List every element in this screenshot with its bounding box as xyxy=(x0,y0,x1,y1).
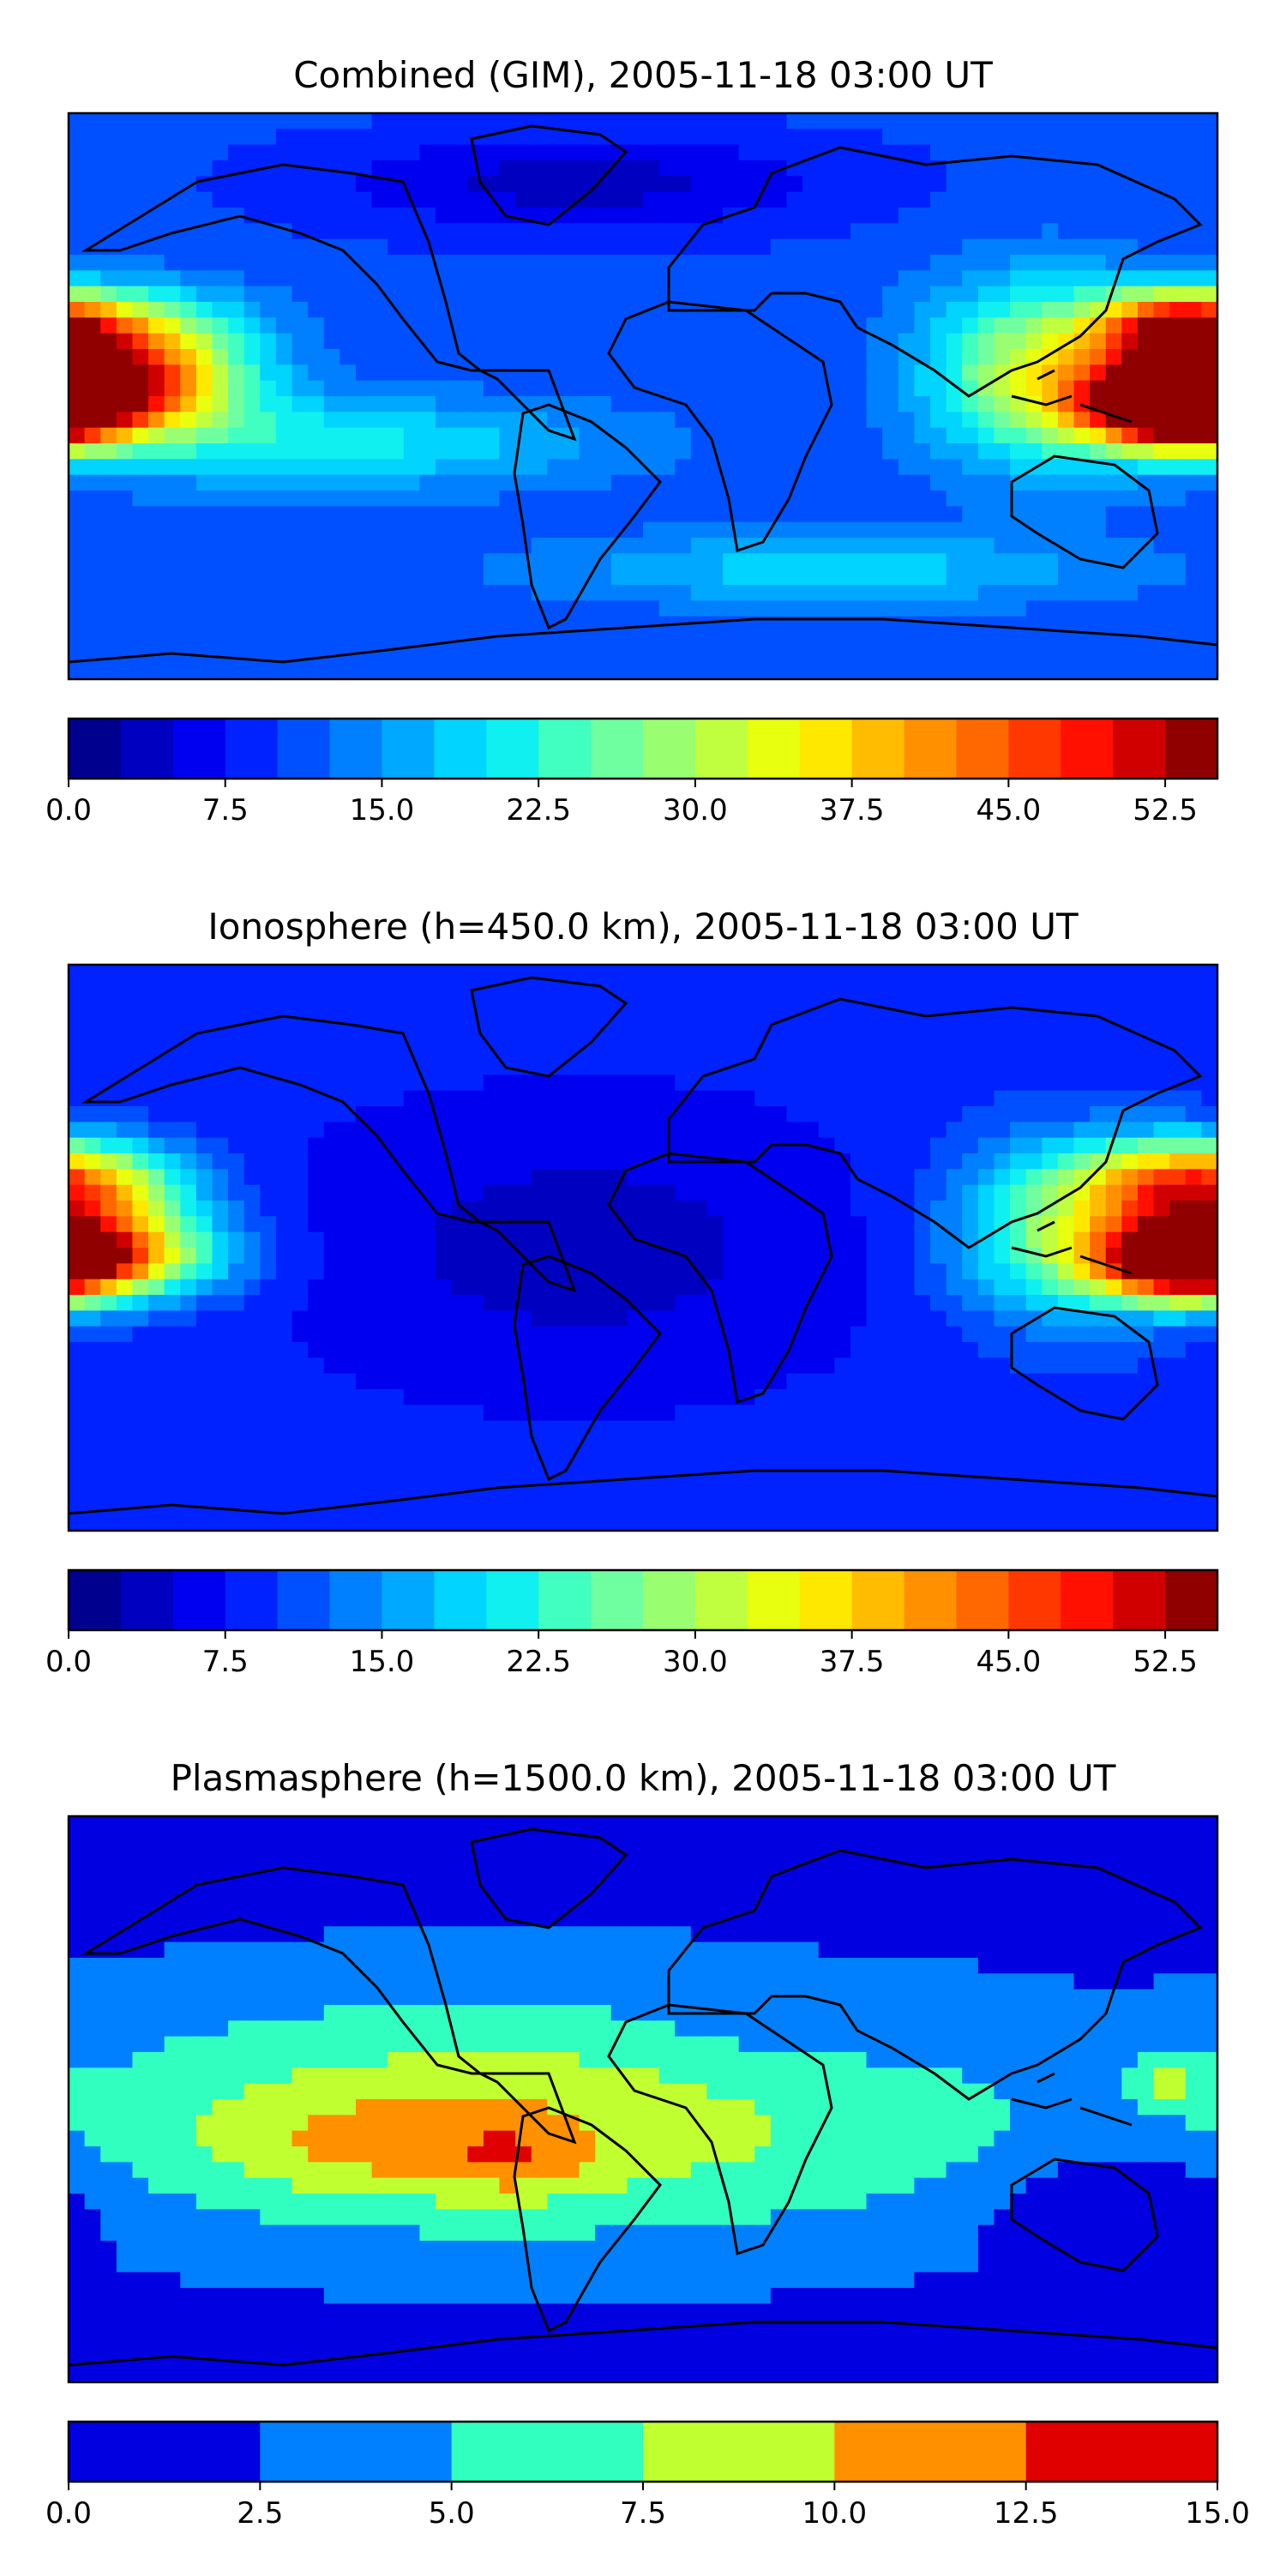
map-ionosphere xyxy=(69,965,1218,1532)
colorbar-combined: 0.0 7.5 15.0 22.5 30.0 37.5 45.0 52.5 xyxy=(45,719,1218,828)
colorbar-segment xyxy=(748,719,800,779)
colorbar-segment xyxy=(800,1570,852,1630)
colorbar-tick-label: 0.0 xyxy=(45,2496,92,2531)
colorbar-tick-label: 7.5 xyxy=(202,1645,249,1679)
colorbar-segment xyxy=(591,719,643,779)
colorbar-segment xyxy=(1061,1570,1113,1630)
colorbar-tick-label: 45.0 xyxy=(977,1645,1042,1679)
colorbar-tick-label: 0.0 xyxy=(45,1645,92,1679)
colorbar-segment xyxy=(1026,2422,1218,2482)
colorbar-plasmasphere: 0.0 2.5 5.0 7.5 10.0 12.5 15.0 xyxy=(45,2422,1250,2531)
colorbar-segment xyxy=(1165,1570,1217,1630)
colorbar-segment xyxy=(1008,1570,1061,1630)
colorbar-tick-label: 15.0 xyxy=(350,793,415,828)
colorbar-tick-label: 2.5 xyxy=(237,2496,283,2531)
colorbar-segment xyxy=(956,719,1008,779)
colorbar-segment xyxy=(643,719,695,779)
colorbar-segment xyxy=(486,719,538,779)
colorbar-segment xyxy=(1113,719,1165,779)
colorbar-tick-label: 0.0 xyxy=(45,793,92,828)
colorbar-tick-label: 22.5 xyxy=(506,1645,571,1679)
colorbar-segment xyxy=(904,1570,957,1630)
colorbar-segment xyxy=(382,1570,434,1630)
colorbar-segment xyxy=(1008,719,1061,779)
colorbar-segment xyxy=(278,1570,330,1630)
colorbar-tick-label: 52.5 xyxy=(1133,793,1198,828)
contour-field xyxy=(69,1816,1218,2383)
colorbar-ionosphere: 0.0 7.5 15.0 22.5 30.0 37.5 45.0 52.5 xyxy=(45,1570,1218,1679)
colorbar-segment xyxy=(904,719,957,779)
colorbar-segment xyxy=(834,2422,1026,2482)
colorbar-segment xyxy=(1061,719,1113,779)
colorbar-tick-label: 10.0 xyxy=(802,2496,867,2531)
colorbar-tick-label: 15.0 xyxy=(350,1645,415,1679)
colorbar-segment xyxy=(643,2422,835,2482)
contour-field xyxy=(69,965,1218,1532)
colorbar-tick-label: 22.5 xyxy=(506,793,571,828)
colorbar-tick-label: 7.5 xyxy=(620,2496,666,2531)
colorbar-tick-label: 37.5 xyxy=(820,1645,885,1679)
map-plasmasphere xyxy=(69,1816,1218,2383)
colorbar-segment xyxy=(330,719,382,779)
colorbar-tick-label: 45.0 xyxy=(977,793,1042,828)
map-combined xyxy=(69,113,1218,680)
colorbar-tick-label: 52.5 xyxy=(1133,1645,1198,1679)
colorbar-tick-label: 5.0 xyxy=(429,2496,475,2531)
colorbar-segment xyxy=(643,1570,695,1630)
colorbar-segment xyxy=(956,1570,1008,1630)
colorbar-segment xyxy=(69,719,121,779)
colorbar-segment xyxy=(591,1570,643,1630)
colorbar-tick-label: 7.5 xyxy=(202,793,249,828)
colorbar-segment xyxy=(382,719,434,779)
colorbar-segment xyxy=(225,719,278,779)
colorbar-tick-label: 12.5 xyxy=(994,2496,1059,2531)
panel-title: Plasmasphere (h=1500.0 km), 2005-11-18 0… xyxy=(171,1757,1116,1799)
colorbar-tick-label: 15.0 xyxy=(1185,2496,1250,2531)
colorbar-segment xyxy=(1165,719,1217,779)
colorbar-segment xyxy=(1113,1570,1165,1630)
colorbar-segment xyxy=(173,719,225,779)
colorbar-segment xyxy=(278,719,330,779)
colorbar-segment xyxy=(852,719,904,779)
colorbar-segment xyxy=(538,1570,591,1630)
colorbar-segment xyxy=(121,1570,173,1630)
colorbar-tick-label: 30.0 xyxy=(663,1645,728,1679)
panel-title: Ionosphere (h=450.0 km), 2005-11-18 03:0… xyxy=(207,906,1079,948)
colorbar-segment xyxy=(452,2422,644,2482)
colorbar-segment xyxy=(852,1570,904,1630)
colorbar-segment xyxy=(695,1570,748,1630)
colorbar-tick-label: 37.5 xyxy=(820,793,885,828)
colorbar-segment xyxy=(69,2422,261,2482)
colorbar-segment xyxy=(800,719,852,779)
panel-title: Combined (GIM), 2005-11-18 03:00 UT xyxy=(293,54,993,96)
colorbar-segment xyxy=(330,1570,382,1630)
colorbar-segment xyxy=(225,1570,278,1630)
colorbar-segment xyxy=(486,1570,538,1630)
colorbar-segment xyxy=(538,719,591,779)
colorbar-segment xyxy=(695,719,748,779)
colorbar-segment xyxy=(434,719,486,779)
colorbar-segment xyxy=(69,1570,121,1630)
colorbar-segment xyxy=(121,719,173,779)
colorbar-segment xyxy=(434,1570,486,1630)
colorbar-tick-label: 30.0 xyxy=(663,793,728,828)
colorbar-segment xyxy=(173,1570,225,1630)
contour-field xyxy=(69,113,1218,680)
colorbar-segment xyxy=(748,1570,800,1630)
colorbar-segment xyxy=(260,2422,452,2482)
